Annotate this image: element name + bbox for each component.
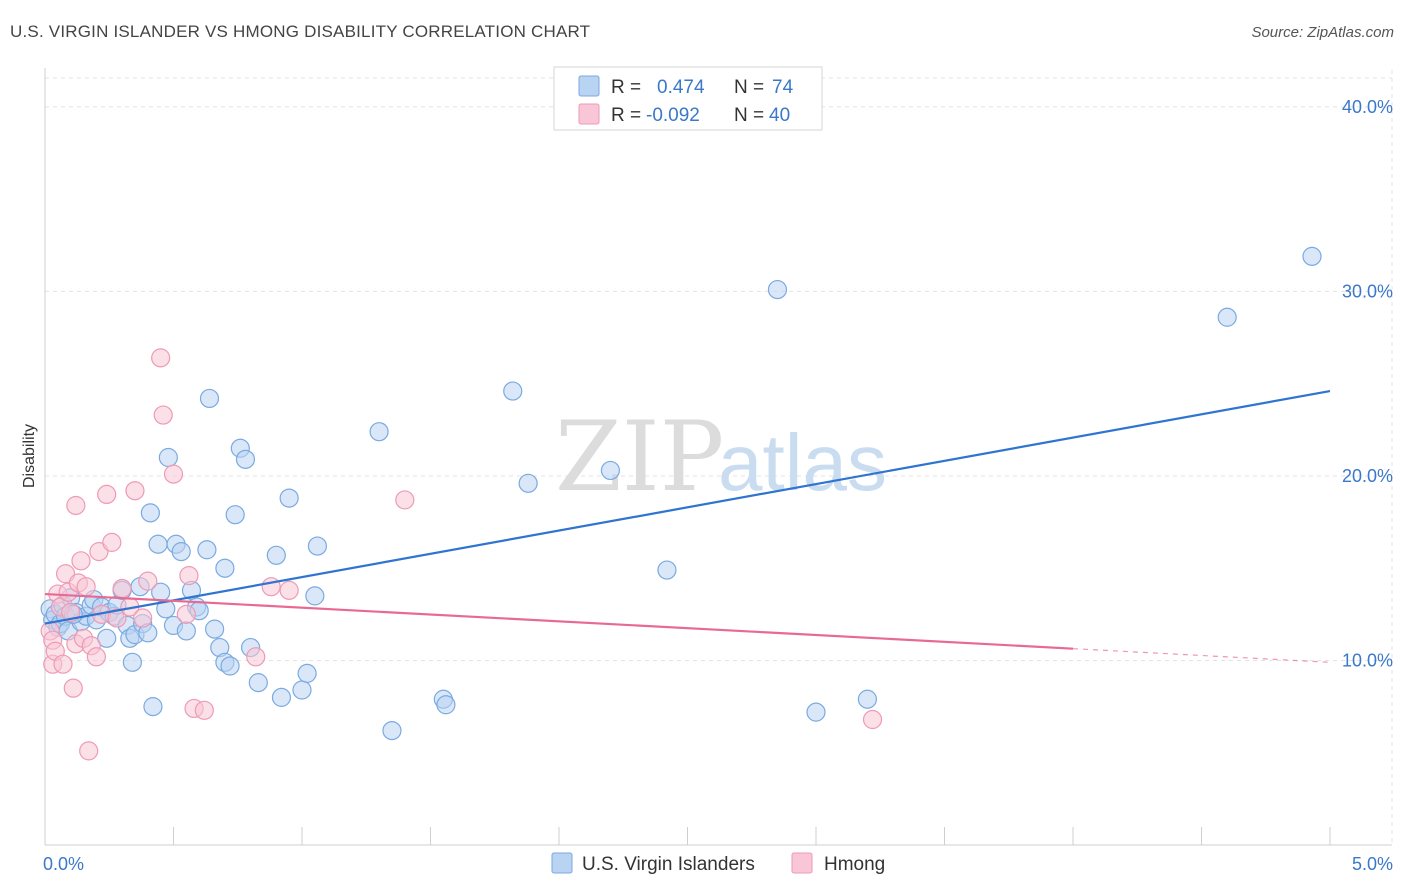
point-blue-36 xyxy=(171,542,191,562)
point-blue-28 xyxy=(140,503,160,523)
point-blue-52 xyxy=(248,673,268,693)
point-pink-11 xyxy=(66,495,86,516)
point-blue-56 xyxy=(292,680,312,700)
y-axis-label: Disability xyxy=(21,424,38,488)
point-pink-34 xyxy=(179,565,199,586)
point-blue-42 xyxy=(199,388,220,409)
legend-r-value-1: 0.474 xyxy=(657,77,705,98)
y-tick-label-3: 40.0% xyxy=(1342,97,1393,117)
trend-lines xyxy=(44,389,1331,663)
point-pink-38 xyxy=(261,577,281,597)
point-pink-41 xyxy=(862,709,883,730)
point-blue-57 xyxy=(297,663,317,683)
x-tick-label-left: 0.0% xyxy=(43,854,84,874)
point-blue-67 xyxy=(657,560,677,580)
legend-n-value-1: 74 xyxy=(772,77,794,98)
series-swatch-pink xyxy=(791,852,813,874)
point-blue-70 xyxy=(857,689,878,709)
point-blue-58 xyxy=(305,586,325,606)
watermark-zip: ZIP xyxy=(555,401,724,513)
legend-r-label-1: R = xyxy=(611,77,641,98)
point-pink-29 xyxy=(138,571,158,591)
y-tick-label-2: 30.0% xyxy=(1342,281,1393,301)
point-blue-60 xyxy=(369,422,389,442)
trend-line-blue xyxy=(44,389,1331,625)
watermark: ZIP atlas xyxy=(555,401,887,513)
point-blue-16 xyxy=(97,628,117,648)
watermark-atlas: atlas xyxy=(718,418,887,507)
legend-n-label-2: N = xyxy=(734,105,764,126)
legend-r-label-2: R = xyxy=(611,105,641,126)
point-pink-31 xyxy=(153,405,173,425)
point-pink-40 xyxy=(395,490,415,510)
point-pink-32 xyxy=(163,464,184,484)
series-label-2: Hmong xyxy=(824,854,885,875)
point-blue-50 xyxy=(235,449,256,469)
legend-n-label-1: N = xyxy=(734,77,764,98)
point-pink-23 xyxy=(102,532,122,552)
point-blue-63 xyxy=(436,695,456,715)
point-blue-47 xyxy=(220,656,240,676)
point-blue-29 xyxy=(143,697,163,717)
point-pink-10 xyxy=(63,678,83,698)
series-label-1: U.S. Virgin Islanders xyxy=(582,854,755,875)
series-swatch-blue xyxy=(551,852,573,874)
point-pink-14 xyxy=(71,551,91,571)
point-pink-33 xyxy=(176,604,196,624)
point-pink-25 xyxy=(112,578,132,599)
point-pink-19 xyxy=(86,647,107,667)
point-blue-43 xyxy=(205,619,225,639)
point-blue-55 xyxy=(279,488,299,508)
source-label: Source: ZipAtlas.com xyxy=(1251,24,1394,41)
point-blue-45 xyxy=(215,558,235,578)
series-legend: U.S. Virgin Islanders Hmong xyxy=(551,852,885,875)
point-pink-39 xyxy=(279,580,299,600)
chart-title: U.S. VIRGIN ISLANDER VS HMONG DISABILITY… xyxy=(10,22,591,41)
point-blue-65 xyxy=(518,473,538,493)
legend-n-value-2: 40 xyxy=(769,105,790,126)
point-blue-59 xyxy=(307,536,328,556)
point-blue-69 xyxy=(806,702,826,722)
point-blue-61 xyxy=(382,720,402,741)
point-pink-24 xyxy=(107,608,127,628)
trend-line-pink xyxy=(44,592,1074,650)
point-blue-37 xyxy=(176,621,196,641)
grid-lines xyxy=(45,70,1393,845)
point-blue-33 xyxy=(158,447,178,468)
point-pink-28 xyxy=(133,608,153,628)
point-blue-72 xyxy=(1302,246,1322,266)
point-blue-41 xyxy=(197,540,217,560)
axes xyxy=(44,68,1392,846)
y-tick-label-0: 10.0% xyxy=(1342,650,1393,670)
point-pink-17 xyxy=(79,741,99,761)
x-tick-label-right: 5.0% xyxy=(1352,854,1393,874)
point-blue-54 xyxy=(271,687,292,707)
trend-extension-pink xyxy=(1072,648,1331,663)
point-blue-66 xyxy=(600,460,621,481)
point-pink-27 xyxy=(125,481,145,501)
point-pink-22 xyxy=(97,484,117,505)
legend-swatch-pink xyxy=(578,103,600,125)
point-blue-23 xyxy=(122,652,142,672)
point-pink-30 xyxy=(151,348,171,368)
legend-r-value-2: -0.092 xyxy=(646,105,700,126)
point-blue-68 xyxy=(767,279,788,300)
point-blue-64 xyxy=(503,381,523,401)
y-tick-label-1: 20.0% xyxy=(1342,466,1393,486)
point-blue-48 xyxy=(225,505,245,525)
point-blue-53 xyxy=(266,545,286,565)
point-blue-71 xyxy=(1217,307,1237,327)
point-pink-37 xyxy=(246,647,266,667)
point-blue-30 xyxy=(148,534,168,554)
correlation-legend: R = 0.474 N = 74 R = -0.092 N = 40 xyxy=(553,66,823,131)
legend-swatch-blue xyxy=(578,75,600,97)
point-pink-6 xyxy=(53,654,73,674)
tick-labels: 10.0% 20.0% 30.0% 40.0% 0.0% 5.0% xyxy=(43,97,1393,874)
point-pink-16 xyxy=(76,577,96,597)
point-pink-36 xyxy=(194,700,214,720)
